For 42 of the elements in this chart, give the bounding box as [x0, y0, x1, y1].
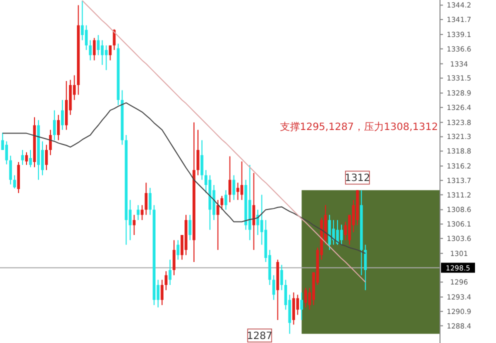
annotation: 支撑1295,1287，压力1308,1312 [280, 120, 438, 133]
candlestick [5, 140, 8, 165]
candlestick [216, 199, 220, 250]
candlestick [45, 144, 48, 171]
candlestick [96, 34, 100, 56]
candlestick [224, 190, 228, 210]
candlestick [332, 220, 335, 246]
candlestick [57, 114, 60, 141]
candlestick [364, 244, 367, 291]
candlestick [25, 152, 28, 166]
candlestick [196, 129, 200, 176]
candlestick [140, 204, 144, 221]
candlestick [61, 99, 64, 130]
annotation: 1287 [246, 331, 272, 342]
candlestick [336, 220, 339, 246]
candlestick [280, 264, 284, 291]
candlestick [9, 155, 12, 185]
candlestick [240, 160, 244, 200]
candlestick [144, 182, 148, 216]
candlestick [220, 195, 224, 210]
candlestick [228, 156, 232, 203]
candlestick [92, 37, 96, 61]
candlestick [21, 149, 24, 166]
candlestick [172, 240, 176, 276]
candlestick [232, 174, 236, 200]
candlestick [136, 204, 140, 221]
candlestick [29, 149, 32, 168]
candlestick [53, 110, 56, 141]
candlestick [164, 270, 168, 291]
candlestick [200, 140, 204, 180]
candlestick [13, 174, 16, 189]
candlestick [292, 292, 296, 326]
candlestick [84, 24, 88, 50]
candlestick [160, 279, 164, 306]
candlestick [49, 129, 52, 156]
candlestick [304, 287, 307, 308]
candlestick [148, 187, 152, 216]
candlestick [176, 240, 180, 260]
candlestick [340, 224, 343, 246]
candlestick [300, 292, 304, 321]
candlestick [168, 259, 172, 286]
candlestick [188, 214, 192, 241]
